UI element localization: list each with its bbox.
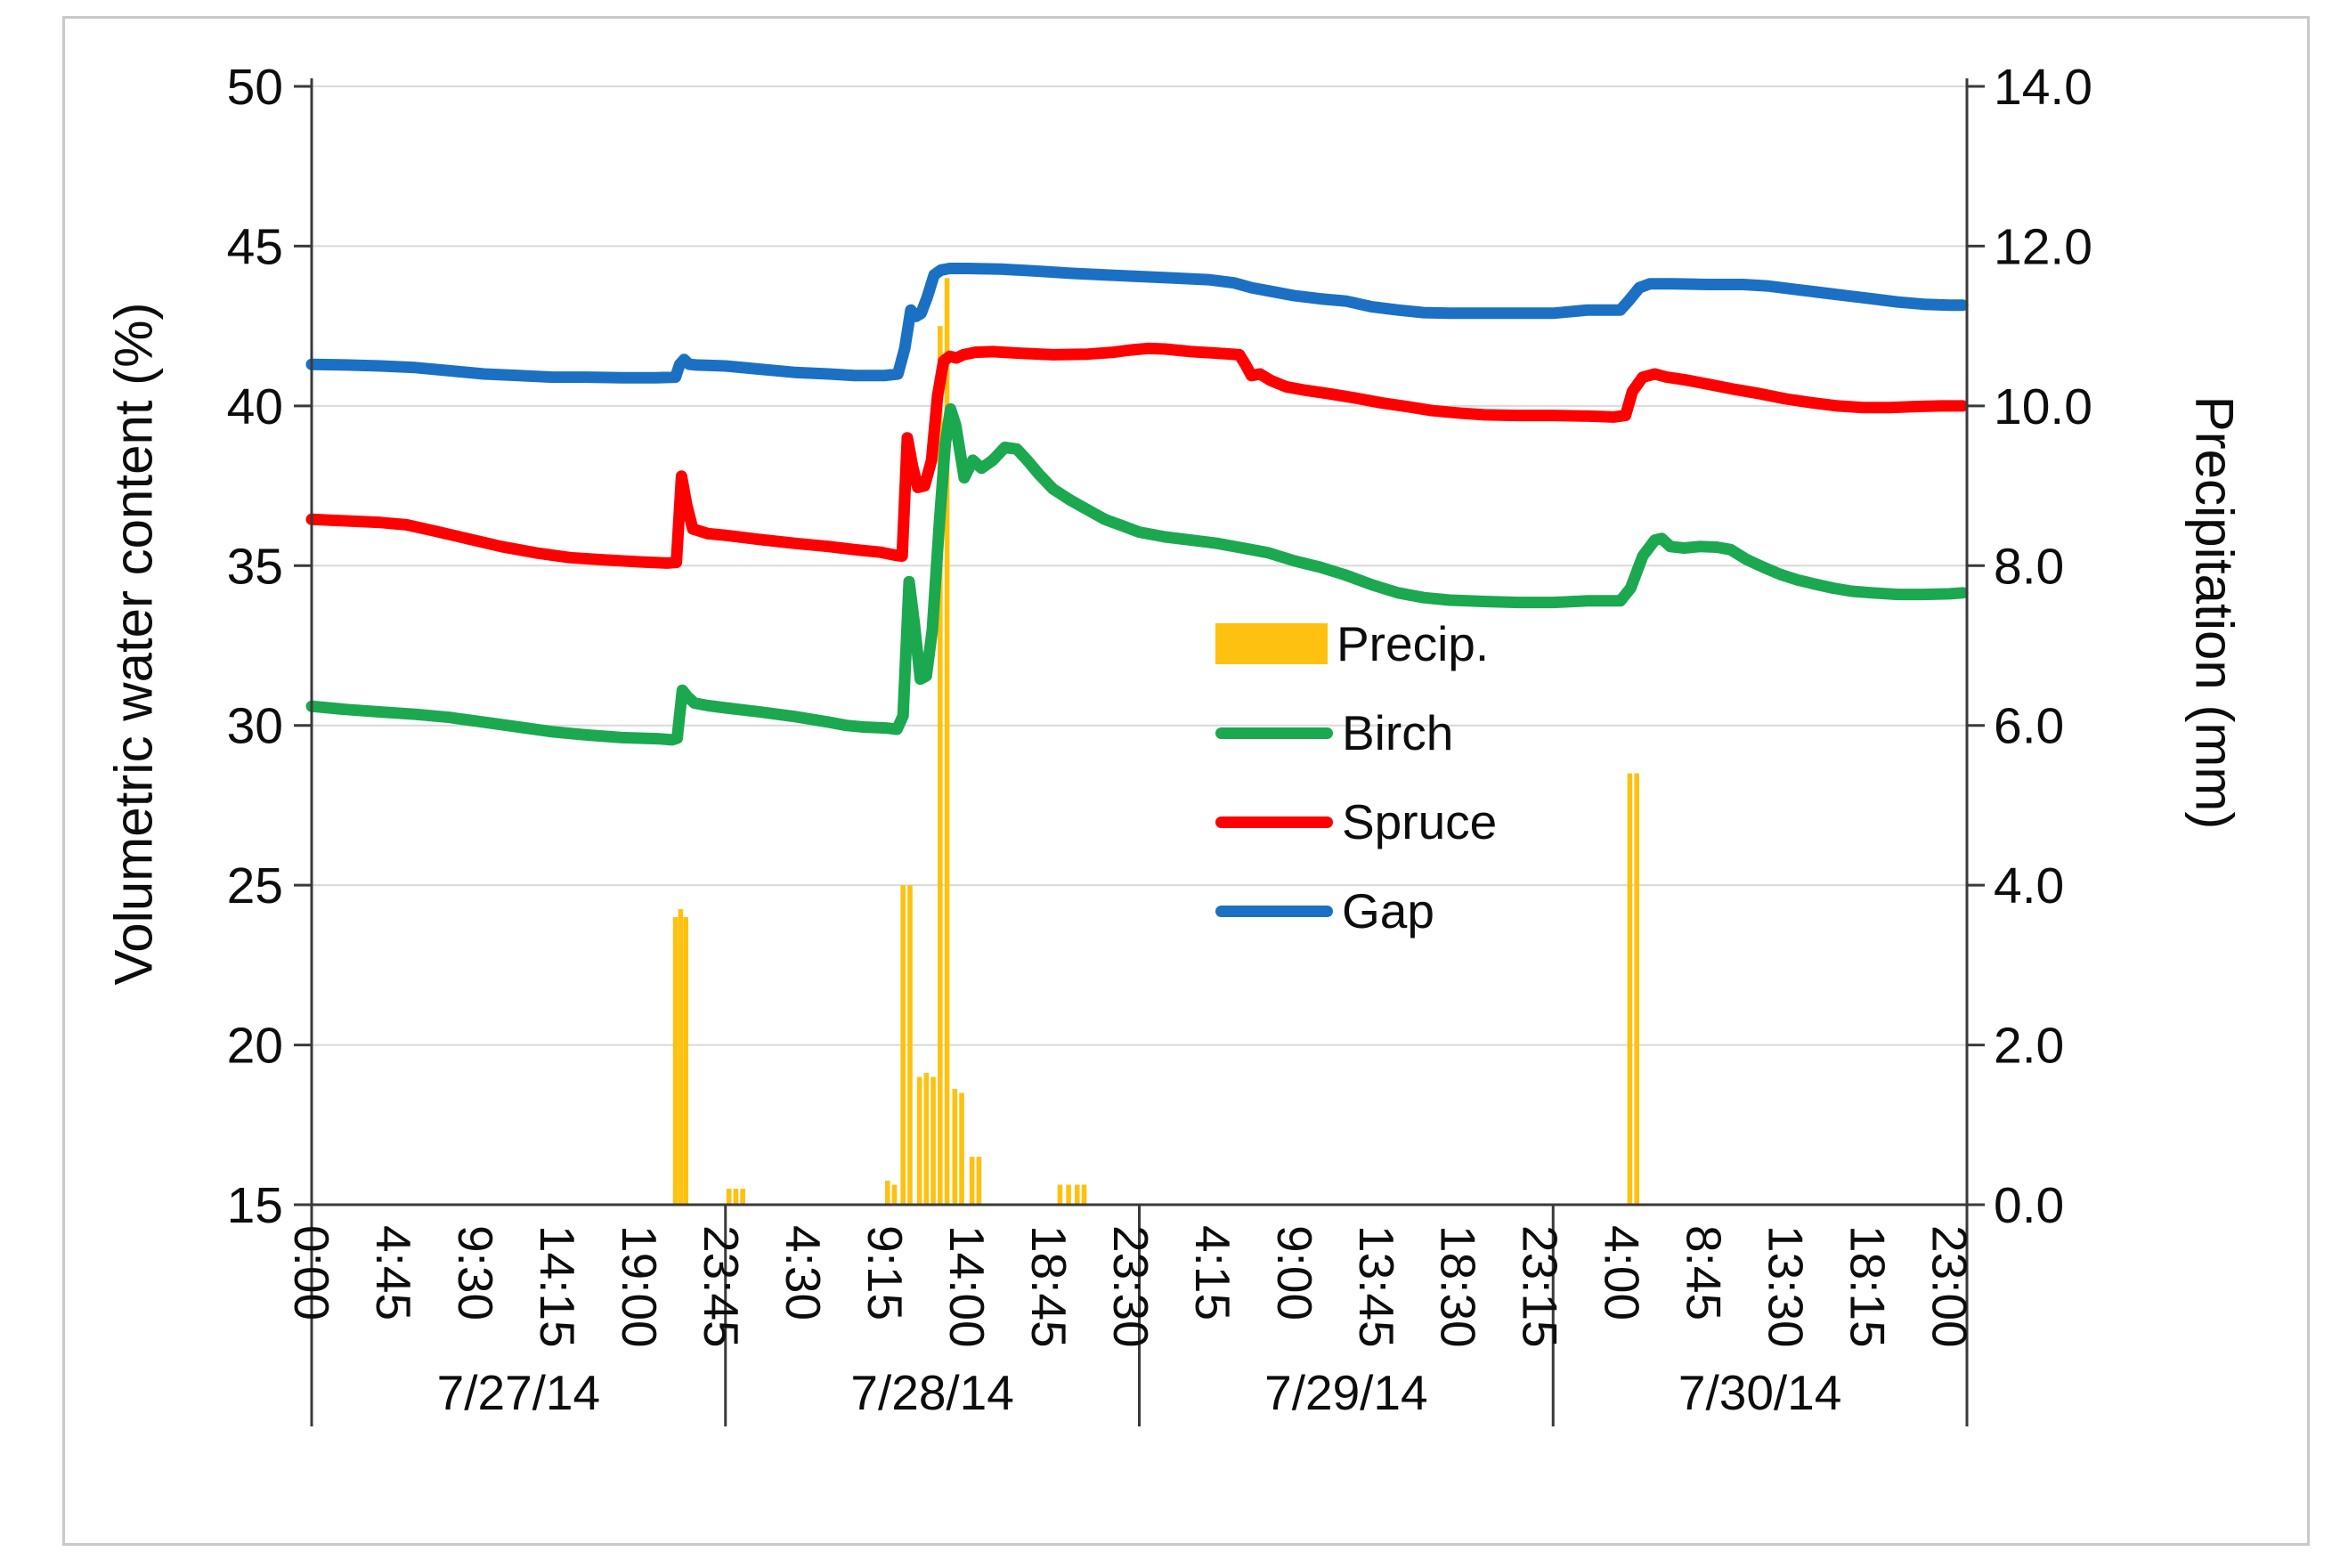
precip-bar bbox=[1057, 1184, 1063, 1205]
precip-bar bbox=[884, 1181, 890, 1205]
y-axis-tick-label-right: 6.0 bbox=[1994, 698, 2064, 755]
precip-bar bbox=[672, 917, 678, 1205]
legend-label-birch: Birch bbox=[1342, 705, 1454, 760]
x-axis-tick-label: 19:00 bbox=[612, 1225, 667, 1348]
y-axis-title-right: Precipitation (mm) bbox=[2184, 395, 2245, 830]
precip-bar bbox=[733, 1189, 739, 1205]
x-axis-tick-label: 13:30 bbox=[1759, 1225, 1814, 1348]
x-axis-tick-label: 4:15 bbox=[1185, 1225, 1240, 1320]
y-axis-tick-label-left: 45 bbox=[227, 218, 283, 275]
y-axis-tick-label-left: 15 bbox=[227, 1177, 283, 1234]
x-axis-tick-label: 9:00 bbox=[1267, 1225, 1322, 1320]
y-axis-tick-label-left: 35 bbox=[227, 538, 283, 595]
y-axis-tick-label-right: 12.0 bbox=[1994, 218, 2092, 275]
precip-bar bbox=[1074, 1184, 1080, 1205]
series-birch-line bbox=[305, 402, 1969, 746]
precip-bar bbox=[900, 885, 906, 1205]
legend-item-gap: Gap bbox=[1215, 866, 1497, 955]
precip-bar bbox=[740, 1189, 745, 1205]
legend-label-gap: Gap bbox=[1342, 883, 1434, 938]
precip-bar bbox=[969, 1157, 975, 1205]
y-axis-tick-label-right: 8.0 bbox=[1994, 538, 2064, 595]
x-axis-tick-label: 9:30 bbox=[448, 1225, 503, 1320]
spruce-line-swatch-icon bbox=[1215, 816, 1333, 828]
legend-item-precip: Precip. bbox=[1215, 599, 1497, 688]
legend-item-birch: Birch bbox=[1215, 688, 1497, 777]
x-axis-tick-label: 14:00 bbox=[939, 1225, 995, 1348]
precip-bar bbox=[683, 917, 689, 1205]
birch-line-swatch-icon bbox=[1215, 727, 1333, 739]
precip-bar bbox=[678, 909, 684, 1205]
x-axis-tick-label: 18:30 bbox=[1431, 1225, 1486, 1348]
x-axis-tick-label: 4:45 bbox=[366, 1225, 421, 1320]
y-axis-tick-label-right: 2.0 bbox=[1994, 1018, 2064, 1075]
x-axis-tick-label: 4:00 bbox=[1595, 1225, 1650, 1320]
date-label: 7/30/14 bbox=[1678, 1365, 1842, 1420]
precip-bar bbox=[907, 885, 913, 1205]
date-label: 7/29/14 bbox=[1264, 1365, 1428, 1420]
precip-bar bbox=[726, 1189, 732, 1205]
x-axis-tick-label: 0:00 bbox=[284, 1225, 339, 1320]
precip-bar bbox=[1081, 1184, 1087, 1205]
precip-bar bbox=[1627, 773, 1633, 1205]
y-axis-tick-label-right: 0.0 bbox=[1994, 1177, 2064, 1234]
y-axis-tick-label-right: 10.0 bbox=[1994, 378, 2092, 435]
precip-bar bbox=[923, 1072, 930, 1205]
precip-bar bbox=[944, 278, 950, 1205]
date-label: 7/27/14 bbox=[437, 1365, 601, 1420]
precip-bar bbox=[952, 1088, 958, 1205]
precip-bar bbox=[916, 1076, 922, 1205]
y-axis-title-left: Volumetric water content (%) bbox=[103, 302, 164, 986]
figure-border bbox=[62, 16, 2310, 1546]
y-axis-tick-label-left: 25 bbox=[227, 857, 283, 914]
precip-swatch-icon bbox=[1215, 623, 1328, 664]
x-axis-tick-label: 8:45 bbox=[1677, 1225, 1732, 1320]
legend-label-spruce: Spruce bbox=[1342, 794, 1498, 849]
gap-line-swatch-icon bbox=[1215, 905, 1333, 917]
precip-bar bbox=[930, 1076, 936, 1205]
y-axis-tick-label-left: 30 bbox=[227, 698, 283, 755]
series-gap-line bbox=[305, 263, 1969, 384]
date-label: 7/28/14 bbox=[850, 1365, 1014, 1420]
y-axis-tick-label-left: 40 bbox=[227, 378, 283, 435]
legend: Precip. Birch Spruce Gap bbox=[1215, 599, 1497, 955]
x-axis-tick-label: 14:15 bbox=[530, 1225, 585, 1348]
x-axis-tick-label: 4:30 bbox=[776, 1225, 831, 1320]
precip-bar bbox=[976, 1157, 982, 1205]
x-axis-tick-label: 18:15 bbox=[1840, 1225, 1896, 1348]
precip-bar bbox=[891, 1184, 898, 1205]
y-axis-tick-label-right: 14.0 bbox=[1994, 59, 2092, 116]
legend-label-precip: Precip. bbox=[1337, 616, 1490, 671]
x-axis-tick-label: 18:45 bbox=[1021, 1225, 1077, 1348]
legend-item-spruce: Spruce bbox=[1215, 777, 1497, 866]
x-axis-tick-label: 9:15 bbox=[857, 1225, 913, 1320]
x-axis-tick-label: 23:45 bbox=[694, 1225, 749, 1348]
precip-bar bbox=[938, 326, 943, 1206]
x-axis-tick-label: 23:15 bbox=[1513, 1225, 1568, 1348]
precip-bar bbox=[1634, 773, 1639, 1205]
precip-bar bbox=[959, 1093, 964, 1205]
series-spruce-line bbox=[305, 342, 1969, 569]
y-axis-tick-label-left: 50 bbox=[227, 59, 283, 116]
precip-bar bbox=[1066, 1184, 1071, 1205]
y-axis-tick-label-left: 20 bbox=[227, 1018, 283, 1075]
x-axis-tick-label: 13:45 bbox=[1349, 1225, 1404, 1348]
x-axis-tick-label: 23:30 bbox=[1103, 1225, 1158, 1348]
y-axis-tick-label-right: 4.0 bbox=[1994, 857, 2064, 914]
x-axis-tick-label: 23:00 bbox=[1922, 1225, 1978, 1348]
